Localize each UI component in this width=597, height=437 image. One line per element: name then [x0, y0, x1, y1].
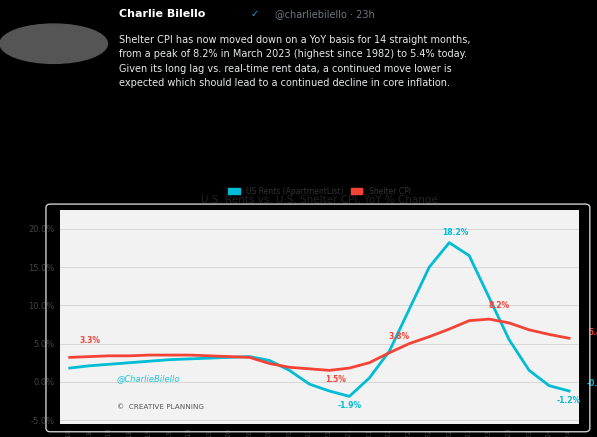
Text: -1.9%: -1.9%	[337, 401, 361, 410]
Text: 1.5%: 1.5%	[325, 375, 346, 384]
Text: @CharlieBilello: @CharlieBilello	[117, 374, 180, 383]
Legend: US Rents (ApartmentList), Shelter CPI: US Rents (ApartmentList), Shelter CPI	[225, 184, 414, 199]
Circle shape	[0, 24, 107, 63]
Text: -1.2%: -1.2%	[557, 396, 581, 405]
Text: @charliebilello · 23h: @charliebilello · 23h	[275, 9, 374, 19]
Text: 3.3%: 3.3%	[79, 336, 100, 345]
Text: ©  CREATIVE PLANNING: © CREATIVE PLANNING	[117, 404, 204, 410]
Text: 5.4%: 5.4%	[589, 328, 597, 336]
Text: Shelter CPI has now moved down on a YoY basis for 14 straight months,
from a pea: Shelter CPI has now moved down on a YoY …	[119, 35, 471, 88]
Title: U.S. Rents vs. U.S. Shelter CPI, YoY % Change: U.S. Rents vs. U.S. Shelter CPI, YoY % C…	[201, 195, 438, 205]
Text: Charlie Bilello: Charlie Bilello	[119, 9, 206, 19]
Text: 8.2%: 8.2%	[488, 301, 510, 310]
Text: 3.8%: 3.8%	[389, 332, 410, 341]
Text: ✓: ✓	[251, 9, 259, 19]
Text: -0.8%: -0.8%	[587, 379, 597, 388]
Text: 18.2%: 18.2%	[442, 228, 469, 236]
